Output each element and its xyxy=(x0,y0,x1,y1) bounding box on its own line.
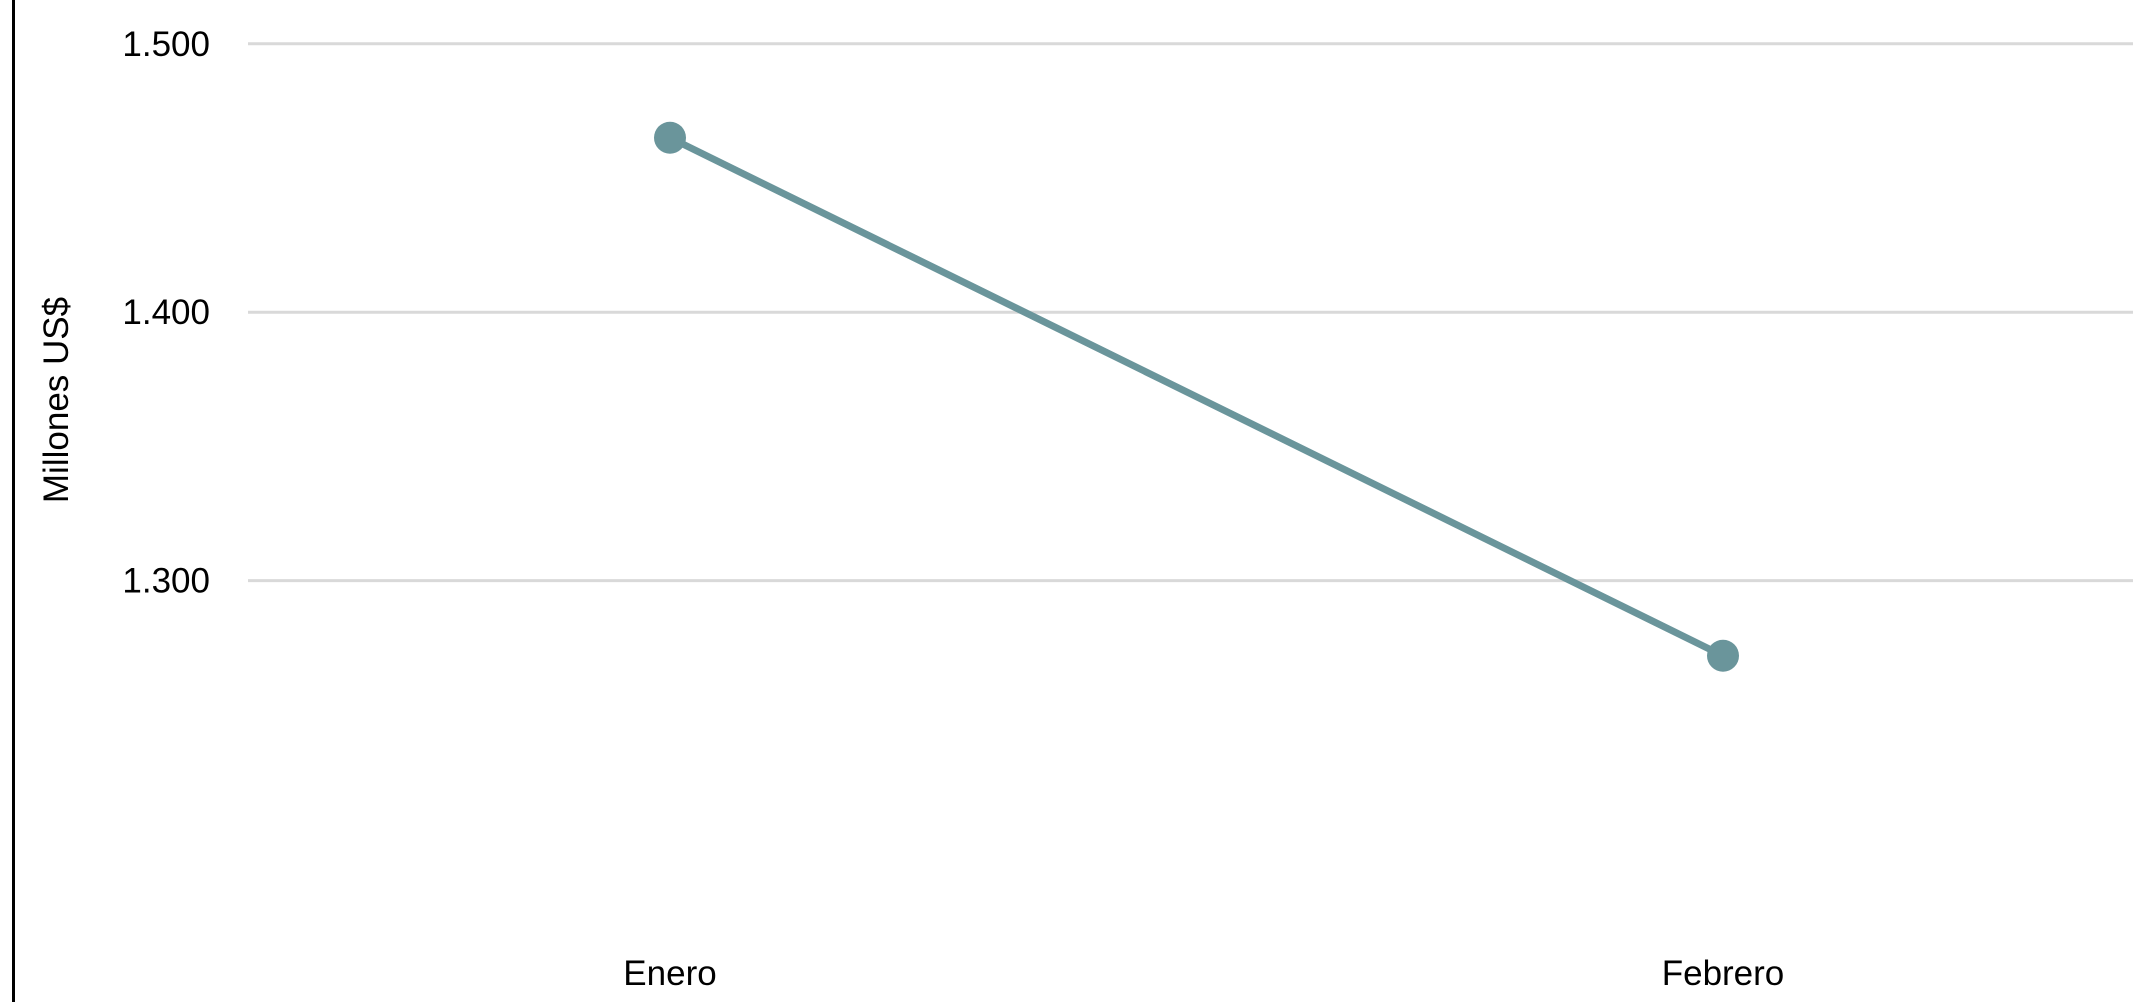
y-tick-label: 1.400 xyxy=(122,293,210,332)
y-tick-label: 1.500 xyxy=(122,25,210,64)
data-point-enero xyxy=(654,121,686,154)
data-point-febrero xyxy=(1707,639,1739,672)
series-line-0 xyxy=(668,134,1725,659)
gridlines xyxy=(248,42,2133,583)
y-tick-label: 1.300 xyxy=(122,562,210,601)
chart-left-border xyxy=(12,0,15,1002)
y-axis-tick-labels: 1.300 1.400 1.500 xyxy=(122,25,210,601)
x-category-label: Febrero xyxy=(1662,954,1785,993)
series-layer xyxy=(654,121,1739,672)
x-category-label: Enero xyxy=(623,954,716,993)
x-axis-category-labels: Enero Febrero xyxy=(623,954,1784,993)
y-axis-title: Millones US$ xyxy=(37,297,76,503)
